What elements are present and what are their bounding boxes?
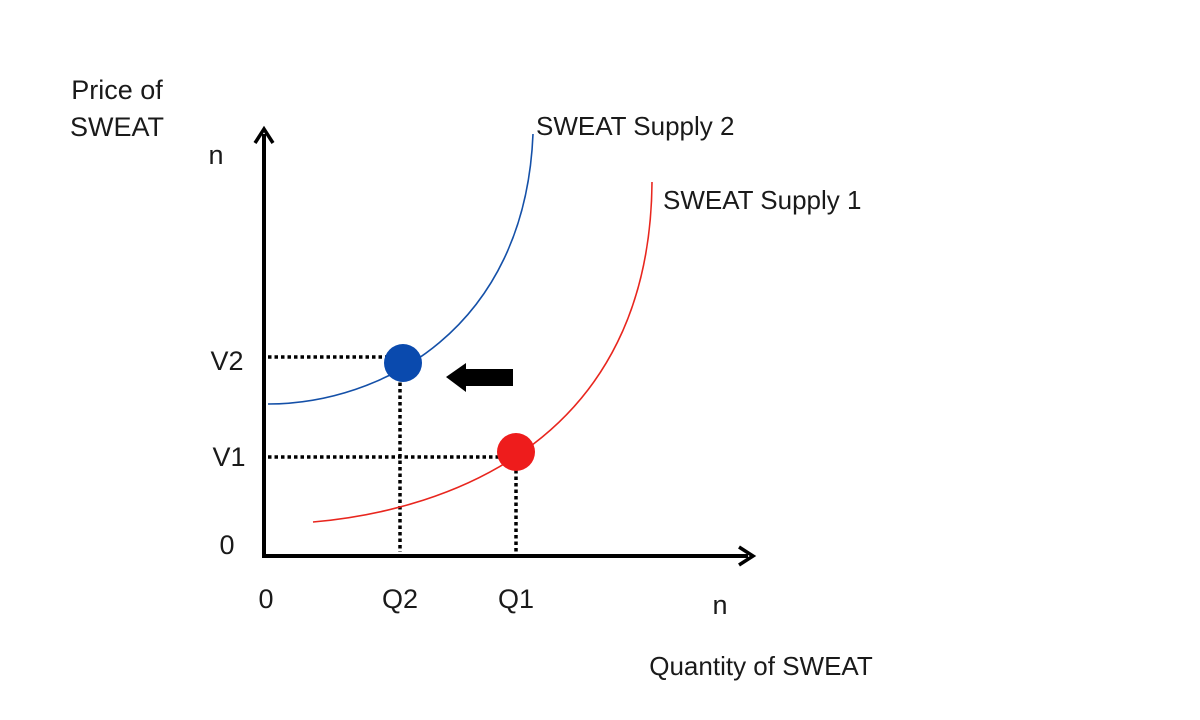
supply-curve-1	[312, 181, 653, 523]
left-arrow-icon	[446, 363, 513, 392]
origin-y-label: 0	[219, 530, 234, 560]
supply-curve-2-label: SWEAT Supply 2	[536, 111, 734, 141]
equilibrium-point-1	[497, 433, 535, 471]
q2-tick-label: Q2	[382, 584, 418, 614]
x-axis-arrowhead	[738, 545, 757, 567]
x-axis-end-label: n	[712, 590, 727, 620]
v2-tick-label: V2	[210, 346, 243, 376]
equilibrium-point-2	[384, 344, 422, 382]
y-axis-title-line2: SWEAT	[70, 112, 164, 142]
y-axis-arrowhead	[253, 125, 275, 144]
y-axis-top-label: n	[208, 140, 223, 170]
y-axis-title-line1: Price of	[71, 75, 163, 105]
q1-tick-label: Q1	[498, 584, 534, 614]
origin-x-label: 0	[258, 584, 273, 614]
supply-curve-1-label: SWEAT Supply 1	[663, 185, 861, 215]
v1-tick-label: V1	[212, 442, 245, 472]
supply-curve-2	[267, 133, 534, 405]
x-axis-title: Quantity of SWEAT	[649, 651, 873, 681]
